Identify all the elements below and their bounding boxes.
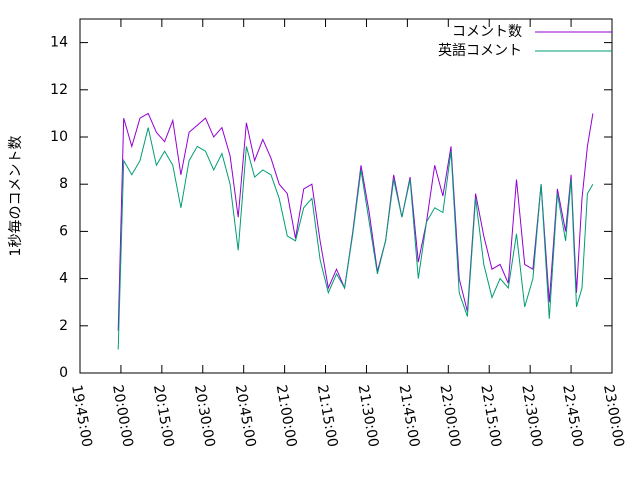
x-tick-label: 21:15:00 bbox=[314, 384, 341, 449]
y-tick-label: 2 bbox=[59, 318, 68, 334]
x-tick-label: 22:00:00 bbox=[436, 384, 463, 449]
x-tick-label: 22:15:00 bbox=[477, 384, 504, 449]
y-tick-label: 4 bbox=[59, 271, 68, 287]
y-tick-label: 14 bbox=[50, 35, 68, 51]
y-axis-label: 1秒毎のコメント数 bbox=[8, 136, 24, 257]
data-line bbox=[117, 127, 594, 350]
y-tick-label: 6 bbox=[59, 223, 68, 239]
legend-label: コメント数 bbox=[452, 24, 522, 40]
y-tick-label: 12 bbox=[50, 82, 68, 98]
x-tick-label: 19:45:00 bbox=[68, 384, 95, 449]
x-tick-label: 20:45:00 bbox=[232, 384, 259, 449]
x-tick-label: 20:15:00 bbox=[150, 384, 177, 449]
x-tick-label: 22:45:00 bbox=[559, 384, 586, 449]
y-tick-label: 8 bbox=[59, 176, 68, 192]
x-tick-label: 20:30:00 bbox=[191, 384, 218, 449]
x-tick-label: 21:30:00 bbox=[355, 384, 382, 449]
legend-label: 英語コメント bbox=[438, 42, 522, 59]
y-tick-label: 10 bbox=[50, 129, 68, 145]
x-tick-label: 23:00:00 bbox=[600, 384, 627, 449]
x-tick-label: 22:30:00 bbox=[518, 384, 545, 449]
plot-frame bbox=[79, 18, 613, 374]
data-line bbox=[117, 112, 594, 331]
x-tick-label: 21:45:00 bbox=[396, 384, 423, 449]
x-tick-label: 20:00:00 bbox=[109, 384, 136, 449]
y-tick-label: 0 bbox=[59, 365, 68, 381]
x-tick-label: 21:00:00 bbox=[273, 384, 300, 449]
